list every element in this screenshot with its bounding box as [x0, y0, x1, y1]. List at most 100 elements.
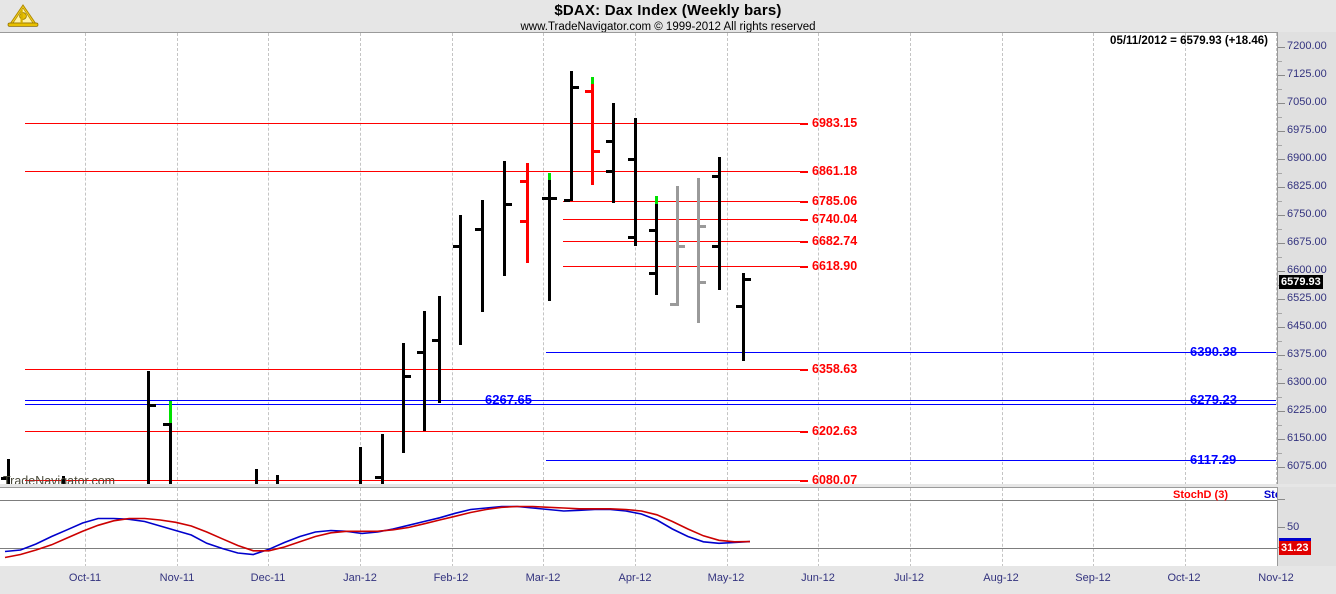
ohlc-bar [634, 118, 637, 246]
axis-tick [1278, 355, 1285, 356]
ohlc-bar-up [169, 401, 172, 423]
ohlc-open-tick [712, 175, 718, 178]
date-axis-label: Mar-12 [525, 572, 561, 584]
level-dash [800, 219, 808, 221]
date-axis-label: Jul-12 [894, 572, 924, 584]
level-label-6358: 6358.63 [812, 362, 858, 376]
axis-minor-tick [1278, 369, 1282, 370]
axis-tick [1278, 527, 1285, 528]
date-axis-label: Jan-12 [343, 572, 377, 584]
level-line-6740[interactable] [563, 219, 800, 220]
axis-tick [1278, 411, 1285, 412]
axis-tick [1278, 215, 1285, 216]
axis-minor-tick [1278, 425, 1282, 426]
gridline-vertical [635, 33, 636, 485]
axis-minor-tick [1278, 453, 1282, 454]
stochastic-curves [4, 505, 751, 559]
ohlc-bar [503, 161, 506, 276]
quote-readout: 05/11/2012 = 6579.93 (+18.46) [1110, 35, 1268, 47]
ohlc-close-tick [594, 150, 600, 153]
level-line-6983[interactable] [25, 123, 800, 124]
ohlc-open-tick [670, 303, 676, 306]
gridline-vertical [1093, 33, 1094, 485]
gridline-vertical [1185, 488, 1186, 567]
ohlc-close-tick [700, 225, 706, 228]
axis-tick [1278, 299, 1285, 300]
ohlc-close-tick [745, 278, 751, 281]
gridline-vertical [177, 488, 178, 567]
price-axis-label: 6750.00 [1287, 208, 1327, 220]
level-line-6390[interactable] [546, 352, 1276, 353]
level-dash [800, 241, 808, 243]
gridline-vertical [635, 488, 636, 567]
ohlc-close-tick [506, 203, 512, 206]
ohlc-bar [655, 203, 658, 295]
last-price-badge: 6579.93 [1279, 275, 1323, 289]
axis-minor-tick [1278, 229, 1282, 230]
gridline-vertical [1002, 488, 1003, 567]
ohlc-open-tick [417, 351, 423, 354]
axis-minor-tick [1278, 257, 1282, 258]
gridline-vertical [818, 33, 819, 485]
ohlc-bar-up [591, 77, 594, 84]
ohlc-bar [570, 71, 573, 201]
price-axis-label: 6825.00 [1287, 180, 1327, 192]
price-axis[interactable]: 7200.00 7125.00 7050.00 6975.00 6900.00 6825.… [1277, 32, 1336, 484]
ohlc-bar-up [548, 173, 551, 180]
gridline-vertical [452, 488, 453, 567]
date-axis-label: Sep-12 [1075, 572, 1111, 584]
overbought-line [0, 500, 1277, 501]
ohlc-open-tick [628, 158, 634, 161]
ohlc-open-tick [700, 281, 706, 284]
price-axis-label: 6150.00 [1287, 432, 1327, 444]
ohlc-bar [381, 434, 384, 485]
gridline-vertical [85, 33, 86, 485]
level-line-6861[interactable] [25, 171, 800, 172]
price-axis-label: 7200.00 [1287, 40, 1327, 52]
level-line-6618[interactable] [563, 266, 800, 267]
level-dash [800, 480, 808, 482]
gridline-vertical [910, 33, 911, 485]
gridline-vertical [360, 488, 361, 567]
gridline-vertical [1185, 33, 1186, 485]
ohlc-bar [402, 343, 405, 453]
ohlc-bar [718, 157, 721, 290]
ohlc-close-tick [405, 375, 411, 378]
level-label-6861: 6861.18 [812, 164, 858, 178]
ohlc-bar [255, 469, 258, 485]
price-chart-pane[interactable]: 6983.15 6861.18 6785.06 6740.04 6682.74 … [0, 32, 1277, 486]
ohlc-bar [7, 459, 10, 485]
axis-minor-tick [1278, 145, 1282, 146]
date-axis[interactable]: Oct-11 Nov-11 Dec-11 Jan-12 Feb-12 Mar-12 Apr-… [0, 566, 1336, 594]
ohlc-close-tick [551, 197, 557, 200]
axis-tick [1278, 187, 1285, 188]
ohlc-open-tick [520, 180, 526, 183]
level-line-6202[interactable] [25, 431, 800, 432]
ohlc-bar [438, 296, 441, 403]
chart-header: $DAX: Dax Index (Weekly bars) www.TradeN… [0, 0, 1336, 33]
legend-stoch-d[interactable]: StochD (3) [1173, 489, 1228, 501]
ohlc-bar [612, 103, 615, 203]
date-axis-label: Oct-11 [68, 572, 102, 584]
gridline-vertical [1002, 33, 1003, 485]
level-line-6279[interactable] [25, 400, 1276, 405]
price-axis-label: 6600.00 [1287, 264, 1327, 276]
level-line-6785[interactable] [563, 201, 800, 202]
ohlc-close-tick [628, 236, 634, 239]
level-label-6117: 6117.29 [1190, 452, 1237, 467]
price-axis-label: 6900.00 [1287, 152, 1327, 164]
level-line-6358[interactable] [25, 369, 800, 370]
gridline-vertical [177, 33, 178, 485]
price-axis-label: 6300.00 [1287, 376, 1327, 388]
level-line-6682[interactable] [563, 241, 800, 242]
level-dash [800, 171, 808, 173]
level-line-6117[interactable] [546, 460, 1276, 461]
axis-tick [1278, 159, 1285, 160]
axis-minor-tick [1278, 117, 1282, 118]
level-line-6080[interactable] [25, 480, 800, 481]
gridline-vertical [910, 488, 911, 567]
price-axis-label: 6450.00 [1287, 320, 1327, 332]
axis-tick [1278, 383, 1285, 384]
gridline-vertical [1093, 488, 1094, 567]
stochastic-indicator-pane[interactable] [0, 487, 1277, 568]
